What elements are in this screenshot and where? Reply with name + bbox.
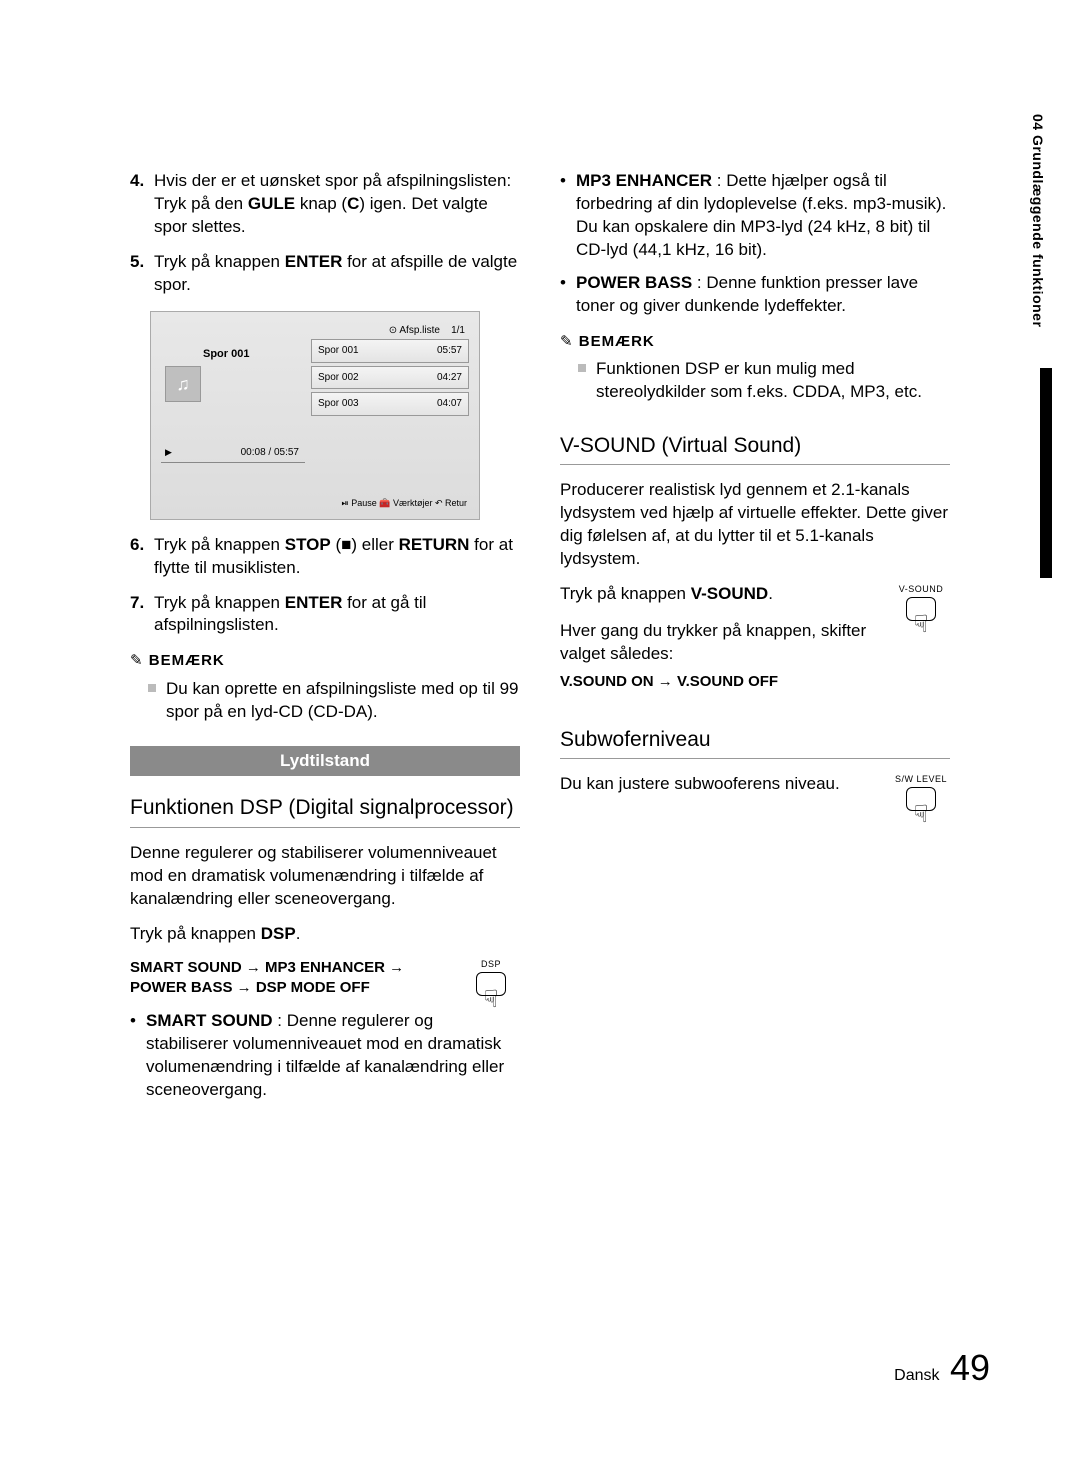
play-icon: ▶ (165, 446, 172, 458)
dsp-heading: Funktionen DSP (Digital signalprocessor) (130, 794, 520, 827)
track-row: Spor 001 05:57 (311, 339, 469, 363)
vsound-button-label: V-SOUND (892, 583, 950, 595)
dsp-press-line: Tryk på knappen DSP. (130, 923, 520, 946)
step-number: 7. (130, 592, 154, 638)
music-note-icon: ♫ (165, 366, 201, 402)
note-item: Funktionen DSP er kun mulig med stereoly… (578, 358, 950, 404)
swlevel-button-label: S/W LEVEL (892, 773, 950, 785)
step-number: 5. (130, 251, 154, 297)
step-number: 4. (130, 170, 154, 239)
track-duration: 05:57 (437, 344, 462, 358)
track-name: Spor 003 (318, 397, 359, 411)
step-text: Tryk på knappen ENTER for at afspille de… (154, 251, 520, 297)
button-outline (906, 597, 936, 621)
page-content: 4. Hvis der er et uønsket spor på afspil… (130, 170, 950, 1112)
vsound-sequence: V.SOUND ON → V.SOUND OFF (560, 672, 950, 692)
ui-body: Spor 001 ♫ ▶ 00:08 / 05:57 Spor 001 05:5… (161, 339, 469, 462)
footer-language: Dansk (894, 1367, 939, 1384)
step-5: 5. Tryk på knappen ENTER for at afspille… (130, 251, 520, 297)
track-row: Spor 003 04:07 (311, 392, 469, 416)
swlevel-button-icon: S/W LEVEL ☟ (892, 773, 950, 824)
steps-list: 4. Hvis der er et uønsket spor på afspil… (130, 170, 520, 297)
track-name: Spor 002 (318, 371, 359, 385)
note-item: Du kan oprette en afspilningsliste med o… (148, 678, 520, 724)
playlist-ui-figure: ⊙ Afsp.liste 1/1 Spor 001 ♫ ▶ 00:08 / 05… (150, 311, 480, 520)
vsound-block: V-SOUND ☟ Tryk på knappen V-SOUND. Hver … (560, 583, 950, 704)
steps-list-2: 6. Tryk på knappen STOP (■) eller RETURN… (130, 534, 520, 638)
vsound-heading: V-SOUND (Virtual Sound) (560, 432, 950, 465)
footer-page-number: 49 (950, 1347, 990, 1388)
track-row: Spor 002 04:27 (311, 366, 469, 390)
power-bass-bullet: POWER BASS : Denne funktion presser lave… (560, 272, 950, 318)
ui-header-page: 1/1 (451, 325, 465, 336)
chapter-label: 04 Grundlæggende funktioner (1028, 108, 1047, 327)
dsp-sequence-block: DSP ☟ SMART SOUND → MP3 ENHANCER → POWER… (130, 958, 520, 1011)
ui-current-track: Spor 001 (203, 347, 305, 362)
dsp-intro: Denne regulerer og stabiliserer volumenn… (130, 842, 520, 911)
ui-footer: ⏯ Pause 🧰 Værktøjer ↶ Retur (161, 497, 469, 509)
page-footer: Dansk 49 (894, 1344, 990, 1393)
ui-time: ▶ 00:08 / 05:57 (161, 446, 305, 463)
smart-sound-bullet: SMART SOUND : Denne regulerer og stabili… (130, 1010, 520, 1102)
ui-header: ⊙ Afsp.liste 1/1 (161, 322, 469, 340)
track-name: Spor 001 (318, 344, 359, 358)
subwoofer-block: S/W LEVEL ☟ Du kan justere subwooferens … (560, 773, 950, 824)
chapter-side-tab: 04 Grundlæggende funktioner (1028, 108, 1052, 568)
step-number: 6. (130, 534, 154, 580)
button-outline (906, 787, 936, 811)
ui-header-title: ⊙ Afsp.liste (389, 325, 440, 336)
button-outline (476, 972, 506, 996)
dsp-button-icon: DSP ☟ (462, 958, 520, 1009)
right-column: MP3 ENHANCER : Dette hjælper også til fo… (560, 170, 950, 1112)
vsound-paragraph: Producerer realistisk lyd gennem et 2.1-… (560, 479, 950, 571)
step-7: 7. Tryk på knappen ENTER for at gå til a… (130, 592, 520, 638)
step-text: Hvis der er et uønsket spor på afspilnin… (154, 170, 520, 239)
ui-left-pane: Spor 001 ♫ ▶ 00:08 / 05:57 (161, 339, 311, 462)
track-duration: 04:07 (437, 397, 462, 411)
dsp-button-label: DSP (462, 958, 520, 970)
track-duration: 04:27 (437, 371, 462, 385)
ui-track-list: Spor 001 05:57 Spor 002 04:27 Spor 003 0… (311, 339, 469, 462)
side-black-bar (1040, 368, 1052, 578)
vsound-button-icon: V-SOUND ☟ (892, 583, 950, 634)
subwoofer-heading: Subwoferniveau (560, 726, 950, 759)
step-text: Tryk på knappen STOP (■) eller RETURN fo… (154, 534, 520, 580)
step-text: Tryk på knappen ENTER for at gå til afsp… (154, 592, 520, 638)
left-column: 4. Hvis der er et uønsket spor på afspil… (130, 170, 520, 1112)
note-heading: BEMÆRK (130, 651, 520, 671)
mp3-enhancer-bullet: MP3 ENHANCER : Dette hjælper også til fo… (560, 170, 950, 262)
section-band: Lydtilstand (130, 746, 520, 777)
step-4: 4. Hvis der er et uønsket spor på afspil… (130, 170, 520, 239)
step-6: 6. Tryk på knappen STOP (■) eller RETURN… (130, 534, 520, 580)
note-heading: BEMÆRK (560, 332, 950, 352)
